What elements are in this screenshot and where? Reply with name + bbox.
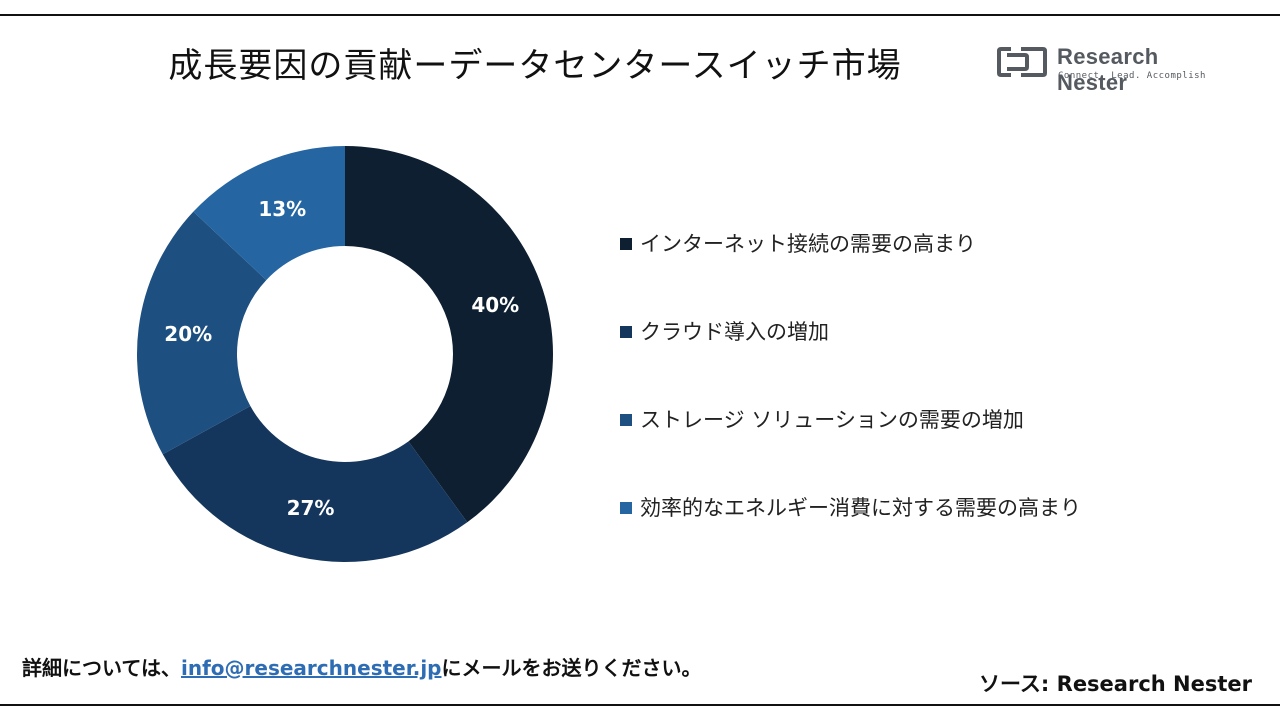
legend-label-4: 効率的なエネルギー消費に対する需要の高まり xyxy=(640,496,1081,520)
contact-prefix: 詳細については、 xyxy=(22,656,181,680)
donut-slice-2 xyxy=(162,406,468,562)
donut-chart: 40% 27% 20% 13% xyxy=(136,146,553,562)
source-credit: ソース: Research Nester xyxy=(978,672,1252,696)
donut-slice-3 xyxy=(136,211,267,455)
contact-suffix: にメールをお送りください。 xyxy=(441,656,702,680)
legend-label-3: ストレージ ソリューションの需要の増加 xyxy=(640,408,1024,432)
legend-swatch-3 xyxy=(620,414,632,426)
donut-slice-4 xyxy=(193,146,345,281)
legend-label-2: クラウド導入の増加 xyxy=(640,320,829,344)
logo-mark-icon xyxy=(997,47,1047,77)
legend-label-1: インターネット接続の需要の高まり xyxy=(640,232,976,256)
bottom-border xyxy=(0,704,1280,706)
legend-swatch-4 xyxy=(620,502,632,514)
contact-note: 詳細については、info@researchnester.jpにメールをお送りくだ… xyxy=(22,652,702,681)
donut-slice-1 xyxy=(345,146,553,523)
slice-label-1: 40% xyxy=(471,293,519,317)
logo-name: Research Nester xyxy=(1057,44,1159,95)
contact-email-link[interactable]: info@researchnester.jp xyxy=(181,656,442,680)
top-border xyxy=(0,14,1280,16)
logo-tagline: Connect. Lead. Accomplish xyxy=(1058,71,1206,81)
slice-label-3: 20% xyxy=(164,322,212,346)
slice-label-2: 27% xyxy=(287,496,335,520)
research-nester-logo: Research Nester Connect. Lead. Accomplis… xyxy=(997,44,1227,95)
legend-swatch-2 xyxy=(620,326,632,338)
legend-swatch-1 xyxy=(620,238,632,250)
chart-title: 成長要因の貢献ーデータセンタースイッチ市場 xyxy=(168,46,902,86)
slice-label-4: 13% xyxy=(258,197,306,221)
